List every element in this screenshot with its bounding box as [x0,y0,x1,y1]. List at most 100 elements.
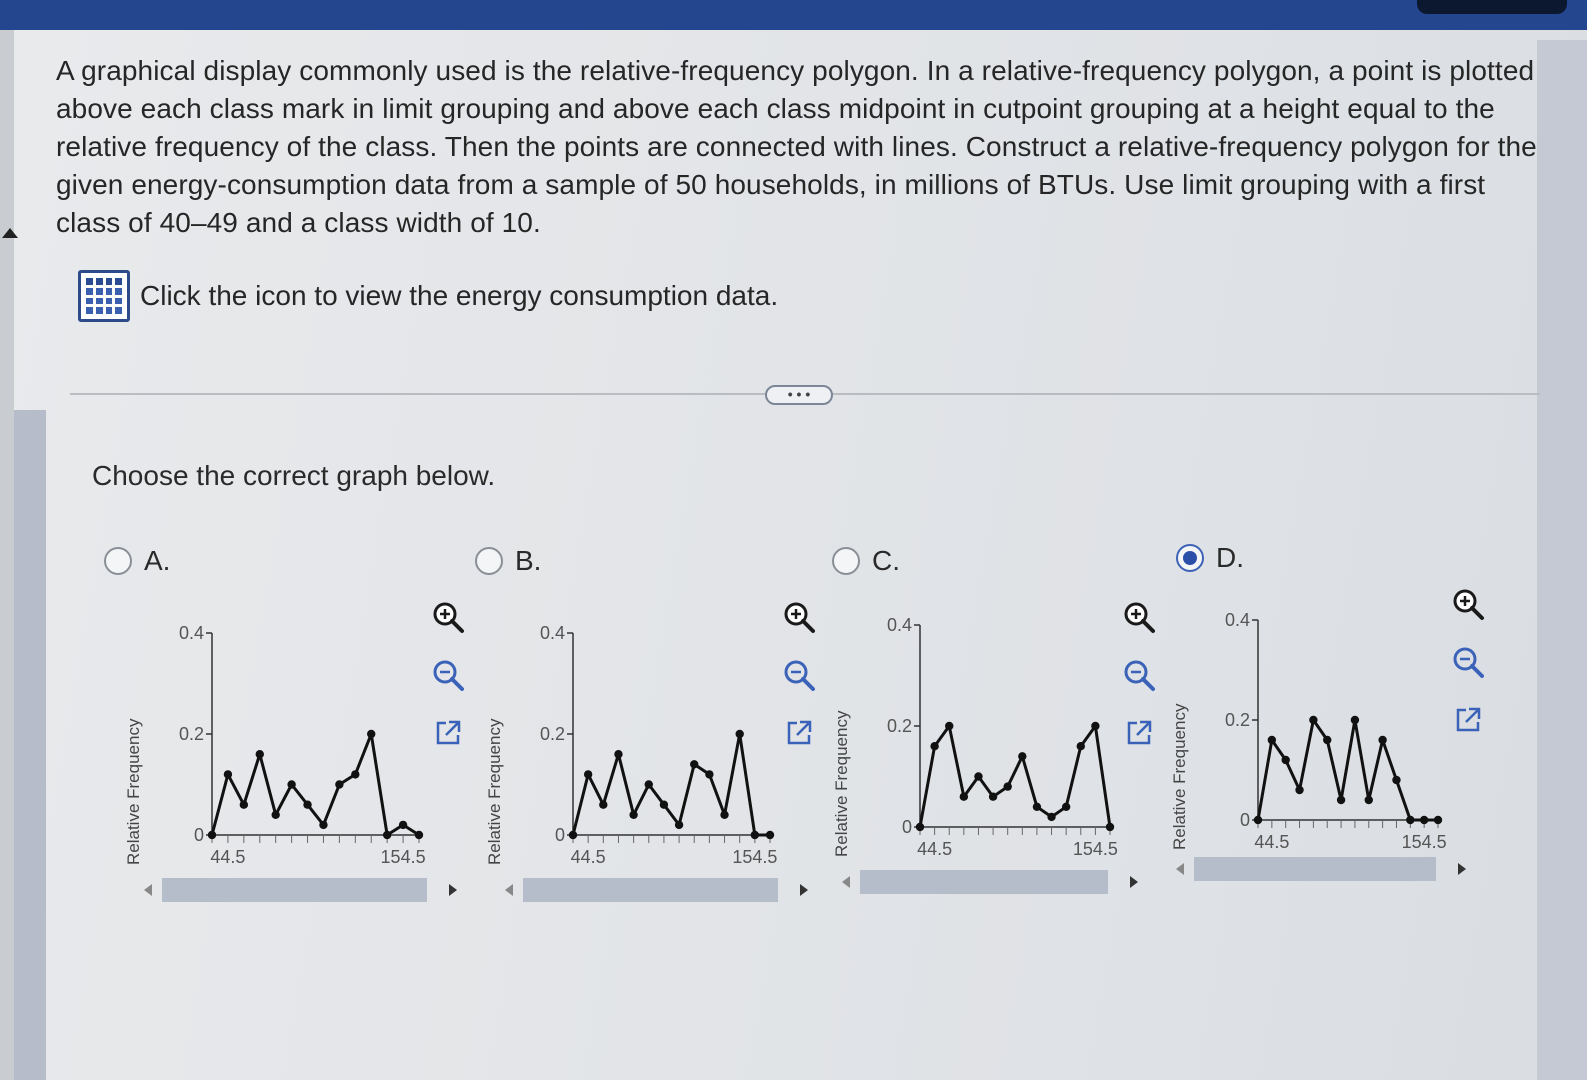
y-tick-label: 0.4 [887,615,912,635]
prompt-text: Choose the correct graph below. [92,460,496,491]
zoom-out-button[interactable] [426,653,470,697]
scroll-left-icon[interactable] [144,884,152,896]
popout-button[interactable] [1117,711,1161,755]
data-link-label[interactable]: Click the icon to view the energy consum… [140,280,779,311]
popout-button[interactable] [1446,698,1490,742]
data-point [255,750,264,759]
scroll-thumb[interactable] [162,878,427,902]
popout-button[interactable] [777,711,821,755]
x-tick-label: 154.5 [732,847,777,867]
scroll-thumb[interactable] [860,870,1108,894]
more-button[interactable]: • • • [765,385,833,405]
option-c-radio-group[interactable]: C. [832,545,900,577]
zoom-in-icon[interactable] [781,599,817,635]
y-tick-label: 0 [194,825,204,845]
data-point [750,830,760,840]
x-tick-label: 44.5 [571,847,606,867]
data-point [414,830,424,840]
graph-scrollbar[interactable] [505,875,808,905]
zoom-in-icon[interactable] [1450,586,1486,622]
zoom-out-icon[interactable] [781,657,817,693]
zoom-in-button[interactable] [426,595,470,639]
zoom-out-button[interactable] [1117,653,1161,697]
data-point [207,830,217,840]
data-point [223,770,233,779]
x-tick-label: 44.5 [1254,832,1289,852]
scroll-right-icon[interactable] [1458,863,1466,875]
popout-button[interactable] [426,711,470,755]
zoom-in-icon[interactable] [1121,599,1157,635]
data-point [1003,782,1012,791]
scroll-right-icon[interactable] [449,884,457,896]
graph-scrollbar[interactable] [144,875,457,905]
radio-button[interactable] [832,547,860,575]
option-b: B. Relative Frequency 0 0.2 0.4 44.5 154.5 [475,545,855,925]
zoom-out-icon[interactable] [1450,644,1486,680]
graph-tools [1446,582,1490,742]
y-tick-label: 0 [902,817,912,837]
option-letter: D. [1216,542,1244,573]
popout-icon[interactable] [433,718,463,748]
energy-data-link[interactable]: Click the icon to view the energy consum… [78,270,778,322]
zoom-in-button[interactable] [1446,582,1490,626]
scroll-left-icon[interactable] [505,884,513,896]
data-point [1105,822,1115,832]
data-point [930,742,939,751]
data-point [1350,715,1360,725]
scroll-thumb[interactable] [523,878,778,902]
data-point [1364,795,1373,805]
data-point [1047,812,1056,822]
scroll-right-icon[interactable] [800,884,808,896]
option-b-radio-group[interactable]: B. [475,545,541,577]
zoom-out-icon[interactable] [1121,657,1157,693]
table-grid-icon[interactable] [78,270,130,322]
graph-scrollbar[interactable] [842,867,1138,897]
data-point [720,810,729,819]
zoom-out-icon[interactable] [430,657,466,693]
relative-frequency-polygon: 0 0.2 0.4 44.5 154.5 [179,623,426,867]
collapse-arrow-icon[interactable] [2,228,18,238]
popout-icon[interactable] [1124,718,1154,748]
y-tick-label: 0.2 [179,724,204,744]
x-tick-label: 44.5 [210,847,245,867]
top-bar-tab [1417,0,1567,14]
radio-button[interactable] [104,547,132,575]
data-point [1323,735,1332,745]
option-d-radio-group[interactable]: D. [1176,542,1244,574]
data-point [1336,795,1346,805]
graph-tools [777,595,821,755]
scroll-thumb[interactable] [1194,857,1436,881]
data-point [974,772,983,781]
radio-button[interactable] [475,547,503,575]
y-tick-label: 0 [555,825,565,845]
scroll-left-icon[interactable] [1176,863,1184,875]
polygon-line [210,732,420,837]
zoom-in-icon[interactable] [430,599,466,635]
zoom-in-button[interactable] [1117,595,1161,639]
zoom-out-button[interactable] [777,653,821,697]
option-a: A. Relative Frequency 0 0.2 0.4 44.5 154.5 [104,545,484,925]
data-point [398,820,408,830]
zoom-out-button[interactable] [1446,640,1490,684]
data-point [945,721,954,731]
zoom-in-button[interactable] [777,595,821,639]
scroll-right-icon[interactable] [1130,876,1138,888]
graph-scrollbar[interactable] [1176,854,1466,884]
x-tick-label: 44.5 [917,839,952,859]
data-point [1392,775,1401,785]
data-point [367,729,376,739]
data-point [303,800,312,809]
option-c: C. Relative Frequency 0 0.2 0.4 44.5 154.5 [832,545,1212,925]
scroll-left-icon[interactable] [842,876,850,888]
data-point [1267,735,1277,745]
data-point [319,820,328,830]
popout-icon[interactable] [784,718,814,748]
data-point [599,800,608,809]
option-a-radio-group[interactable]: A. [104,545,170,577]
data-point [568,830,578,840]
popout-icon[interactable] [1453,705,1483,735]
data-point [705,770,714,779]
radio-button-selected[interactable] [1176,544,1204,572]
left-edge [0,30,14,1080]
data-point [1433,815,1443,825]
